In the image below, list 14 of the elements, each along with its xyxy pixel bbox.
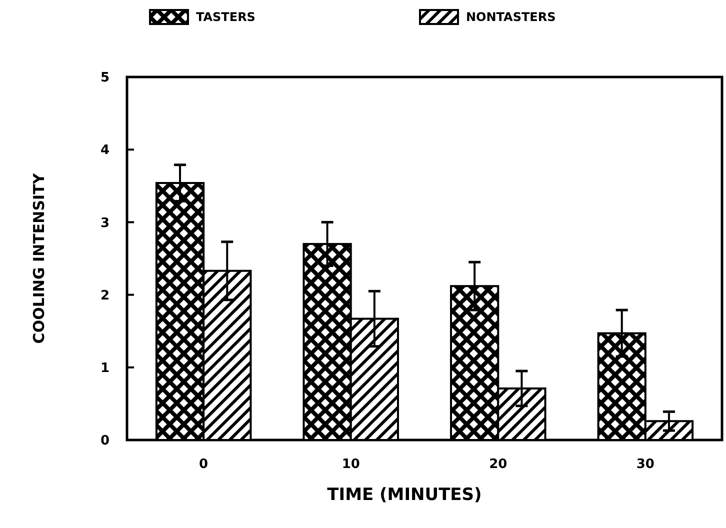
legend-label: TASTERS xyxy=(196,10,256,24)
x-tick-label: 30 xyxy=(636,457,654,472)
y-tick-label: 2 xyxy=(100,288,110,304)
y-tick-label: 4 xyxy=(100,143,110,158)
y-axis-title: COOLING INTENSITY xyxy=(30,172,48,344)
legend-label: NONTASTERS xyxy=(466,10,556,24)
x-tick-label: 10 xyxy=(342,457,360,472)
y-tick-label: 1 xyxy=(100,360,110,376)
x-tick-label: 0 xyxy=(199,457,208,472)
y-tick-label: 5 xyxy=(100,70,110,86)
y-tick-label: 0 xyxy=(100,434,110,449)
x-axis-title: TIME (MINUTES) xyxy=(327,485,482,505)
x-tick-label: 20 xyxy=(489,457,508,472)
y-tick-label: 3 xyxy=(100,216,110,231)
